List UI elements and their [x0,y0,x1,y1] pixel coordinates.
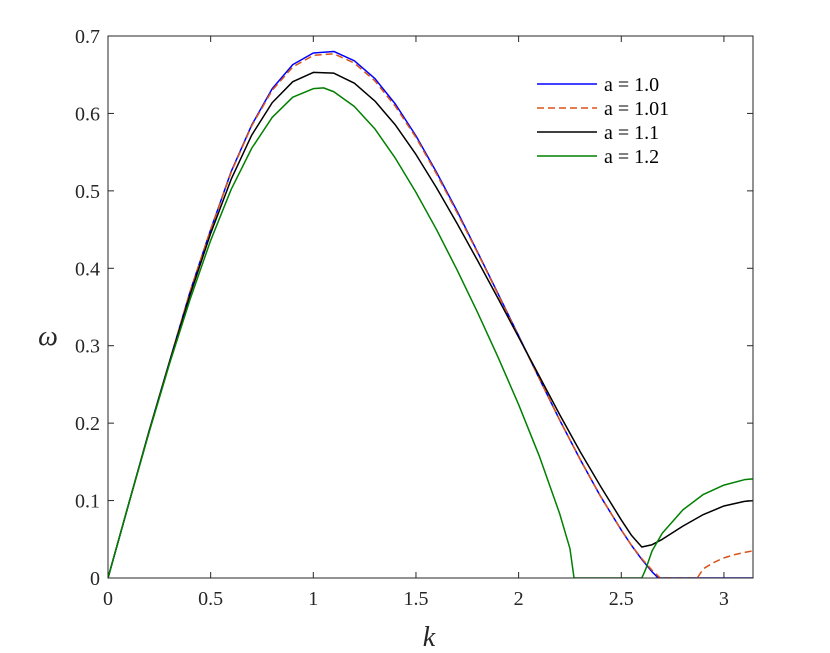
legend-label-2: a = 1.01 [604,98,669,120]
y-axis-label: ω [38,321,58,352]
y-tick-label: 0.2 [75,413,100,435]
x-tick-label: 0.5 [198,588,223,610]
y-tick-label: 0.6 [75,103,100,125]
y-tick-label: 0.5 [75,181,100,203]
plot-area [108,36,753,578]
y-tick-label: 0.3 [75,336,100,358]
legend: a = 1.0a = 1.01a = 1.1a = 1.2 [537,74,669,168]
y-tick-label: 0.1 [75,491,100,513]
x-tick-label: 0 [103,588,113,610]
x-tick-label: 3 [719,588,729,610]
y-tick-label: 0 [90,568,100,590]
legend-label-1: a = 1.0 [604,74,659,96]
x-tick-label: 2.5 [609,588,634,610]
x-tick-label: 2 [514,588,524,610]
plot-background [108,36,753,578]
series-line-2 [108,53,753,578]
x-tick-label: 1 [308,588,318,610]
y-tick-label: 0.4 [75,258,100,280]
legend-label-4: a = 1.2 [604,146,659,168]
axes [107,35,754,579]
series-line-4 [108,87,753,578]
tick-labels: 0 0.5 1 1.5 2 2.5 3 0 0.1 0.2 0.3 0.4 0.5 0.6 0.7 [75,26,729,610]
x-axis-label: k [423,622,436,653]
axes-box [107,35,754,579]
legend-label-3: a = 1.1 [604,122,659,144]
x-tick-label: 1.5 [403,588,428,610]
series-layer [108,50,753,578]
y-tick-label: 0.7 [75,26,100,48]
series-line-3 [108,71,753,578]
